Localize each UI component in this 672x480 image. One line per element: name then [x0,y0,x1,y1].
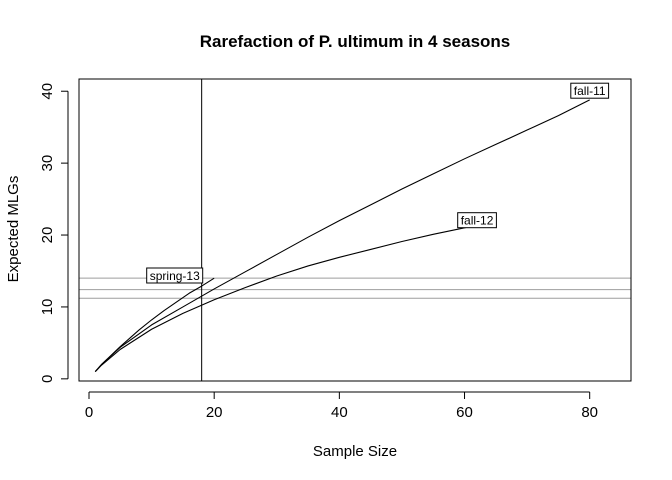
curve-label-box-spring-13 [146,267,204,284]
curve-label-fall-11: fall-11 [574,84,606,98]
x-tick-label: 80 [581,404,598,421]
x-tick-label: 40 [331,404,348,421]
y-tick-label: 0 [39,375,56,383]
chart-title: Rarefaction of P. ultimum in 4 seasons [200,32,511,51]
y-tick-label: 20 [39,227,56,244]
y-tick-label: 10 [39,299,56,316]
curve-label-box-fall-12 [457,212,497,229]
series-line-spring-13 [94,277,215,373]
series-line-fall-11 [94,99,590,373]
plot-frame [78,78,632,382]
curve-label-spring-13: spring-13 [150,269,200,283]
x-tick-label: 0 [85,404,93,421]
y-tick-label: 30 [39,155,56,172]
plot-area: 0 20 40 60 80 0 10 20 30 40 fall-11 fall-12 spring-1… [39,78,632,421]
y-axis-label: Expected MLGs [5,176,22,283]
x-tick-label: 60 [456,404,473,421]
x-axis-label: Sample Size [313,443,397,460]
series-line-fall-12 [94,224,478,373]
curve-label-fall-12: fall-12 [461,214,494,228]
curve-label-box-fall-11 [570,82,610,99]
y-tick-label: 40 [39,83,56,100]
x-tick-label: 20 [206,404,223,421]
